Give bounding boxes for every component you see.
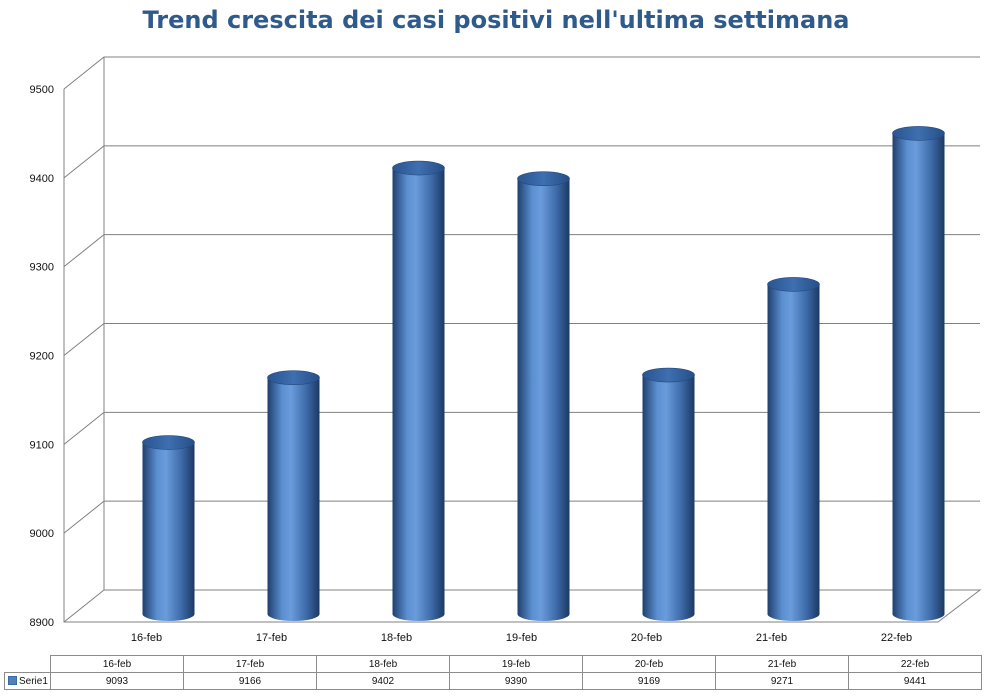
bar-cap — [767, 277, 820, 292]
data-table-series-row: Serie1 9093 9166 9402 9390 9169 9271 9441 — [4, 672, 982, 690]
y-tick-label: 9000 — [30, 528, 54, 540]
y-axis-ticks: 8900 9000 9100 9200 9300 9400 9500 — [30, 84, 54, 629]
gridline — [63, 145, 980, 179]
data-table-value-cell: 9169 — [582, 672, 716, 690]
bar-cap — [267, 370, 320, 386]
x-tick-label: 21-feb — [756, 632, 787, 644]
bar — [267, 370, 320, 621]
bar-cap — [642, 367, 695, 383]
chart-plot: 8900 9000 9100 9200 9300 9400 9500 16-feb 17-fe… — [30, 56, 982, 644]
bar-body — [517, 178, 570, 621]
bar-cap — [892, 126, 945, 141]
bar-cap — [392, 160, 445, 176]
data-table-category-cell: 19-feb — [449, 655, 583, 673]
x-tick-label: 19-feb — [506, 632, 537, 644]
x-tick-label: 22-feb — [881, 632, 912, 644]
bars — [142, 126, 945, 621]
y-tick-label: 9500 — [30, 84, 54, 96]
data-table-value-cell: 9093 — [50, 672, 184, 690]
gridline — [63, 56, 980, 90]
data-table-category-cell: 21-feb — [715, 655, 849, 673]
data-table: 16-feb 17-feb 18-feb 19-feb 20-feb 21-feb 22-f… — [4, 655, 982, 690]
bar — [642, 367, 695, 621]
bar-body — [142, 442, 195, 621]
data-table-series-label: Serie1 — [4, 672, 51, 690]
bar-cap — [142, 435, 195, 450]
legend-key-icon — [8, 676, 17, 686]
x-tick-label: 18-feb — [381, 632, 412, 644]
data-table-value-cell: 9441 — [848, 672, 982, 690]
bar-body — [392, 168, 445, 621]
x-axis-ticks: 16-feb 17-feb 18-feb 19-feb 20-feb 21-feb 22-f… — [131, 632, 912, 644]
bar — [892, 126, 945, 621]
bar — [392, 160, 445, 621]
data-table-value-cell: 9166 — [183, 672, 317, 690]
chart-title: Trend crescita dei casi positivi nell'ul… — [142, 6, 850, 34]
data-table-corner — [4, 655, 51, 673]
floor-edge — [63, 589, 105, 623]
gridline — [63, 323, 980, 356]
bar-body — [767, 284, 820, 621]
bar — [767, 277, 820, 621]
data-table-header-row: 16-feb 17-feb 18-feb 19-feb 20-feb 21-feb 22-f… — [4, 655, 982, 673]
data-table-category-cell: 20-feb — [582, 655, 716, 673]
x-tick-label: 17-feb — [256, 632, 287, 644]
gridlines — [63, 56, 980, 534]
y-tick-label: 9300 — [30, 262, 54, 274]
data-table-value-cell: 9402 — [316, 672, 450, 690]
bar — [142, 435, 195, 621]
gridline — [63, 234, 980, 268]
data-table-category-cell: 17-feb — [183, 655, 317, 673]
data-table-category-cell: 16-feb — [50, 655, 184, 673]
data-table-category-cell: 18-feb — [316, 655, 450, 673]
data-table-value-cell: 9390 — [449, 672, 583, 690]
bar-cap — [517, 171, 570, 187]
legend-series-name: Serie1 — [19, 675, 48, 687]
data-table-category-cell: 22-feb — [848, 655, 982, 673]
bar-body — [267, 377, 320, 621]
y-tick-label: 8900 — [30, 617, 54, 629]
x-tick-label: 16-feb — [131, 632, 162, 644]
y-tick-label: 9200 — [30, 351, 54, 363]
bar-body — [892, 133, 945, 621]
bar — [517, 171, 570, 621]
data-table-value-cell: 9271 — [715, 672, 849, 690]
y-tick-label: 9400 — [30, 173, 54, 185]
x-tick-label: 20-feb — [631, 632, 662, 644]
bar-body — [642, 375, 695, 621]
y-tick-label: 9100 — [30, 439, 54, 451]
